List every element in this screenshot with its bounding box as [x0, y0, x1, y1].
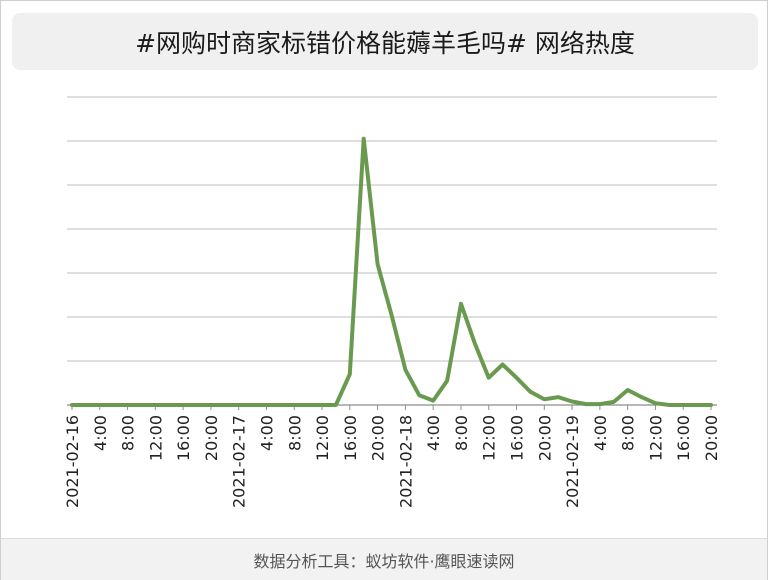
x-tick-label: 2021-02-17	[230, 415, 249, 508]
x-tick-label: 20:00	[369, 415, 388, 461]
title-bar: #网购时商家标错价格能薅羊毛吗# 网络热度	[12, 13, 758, 70]
chart-plot: 2021-02-16 4:00 8:00 12:00 16:00 20:00 2021-02…	[63, 96, 721, 508]
x-tick-label: 16:00	[508, 415, 527, 461]
x-tick-label: 16:00	[674, 415, 693, 461]
x-tick-label: 2021-02-16	[63, 415, 82, 508]
series-line	[70, 136, 713, 407]
x-tick-label: 4:00	[424, 415, 443, 451]
x-tick-label: 8:00	[285, 415, 304, 451]
x-tick-label: 12:00	[313, 415, 332, 461]
x-tick-label: 2021-02-18	[396, 415, 415, 508]
x-tick-label: 4:00	[257, 415, 276, 451]
x-tick-label: 20:00	[202, 415, 221, 461]
footer-source: 数据分析工具：蚁坊软件·鹰眼速读网	[253, 551, 515, 571]
x-tick-label: 8:00	[119, 415, 138, 451]
x-tick-label: 12:00	[146, 415, 165, 461]
x-tick-label: 12:00	[646, 415, 665, 461]
x-tick-label: 8:00	[619, 415, 638, 451]
x-tick-label: 4:00	[591, 415, 610, 451]
chart-title: #网购时商家标错价格能薅羊毛吗# 网络热度	[135, 28, 635, 58]
x-tick-label: 16:00	[341, 415, 360, 461]
x-tick-label: 4:00	[91, 415, 110, 451]
x-tick-label: 8:00	[452, 415, 471, 451]
x-tick-label: 16:00	[174, 415, 193, 461]
x-tick-label: 12:00	[480, 415, 499, 461]
footer: 数据分析工具：蚁坊软件·鹰眼速读网	[1, 538, 767, 580]
x-tick-label: 20:00	[702, 415, 721, 461]
x-tick-label: 2021-02-19	[563, 415, 582, 508]
x-tick-label: 20:00	[535, 415, 554, 461]
